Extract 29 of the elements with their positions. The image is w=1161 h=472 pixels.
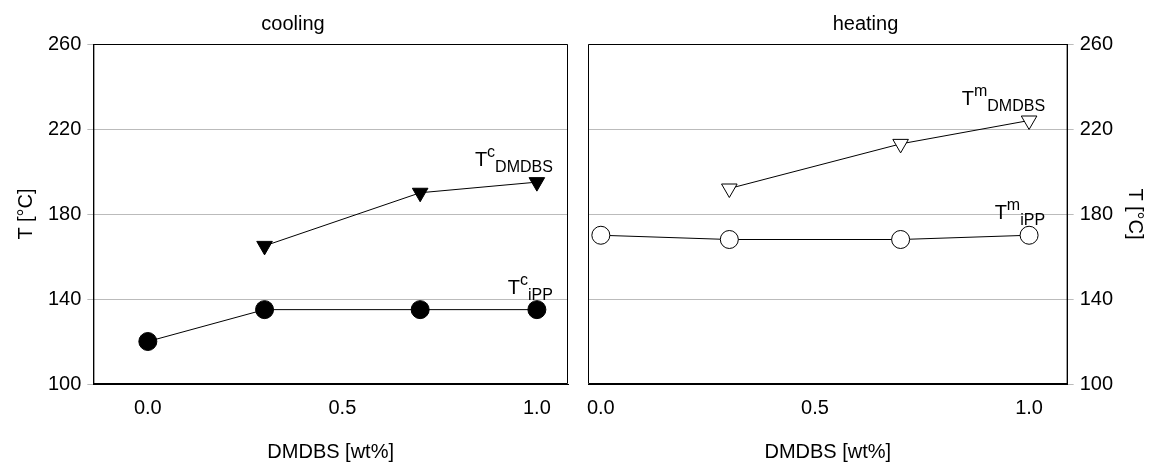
point: [721, 183, 738, 198]
x-axis-title: DMDBS [wt%]: [764, 439, 892, 462]
y-axis-title: T [°C]: [13, 188, 36, 240]
chart-title: heating: [832, 11, 899, 34]
y-axis-title: T [°C]: [1125, 188, 1148, 240]
x-tick-label: 0.0: [133, 395, 162, 418]
x-tick-label: 0.5: [328, 395, 357, 418]
chart-title: cooling: [261, 11, 325, 34]
x-tick-label: 1.0: [522, 395, 551, 418]
x-tick-label: 0.0: [586, 395, 615, 418]
point: [719, 230, 739, 249]
x-axis-title: DMDBS [wt%]: [267, 439, 395, 462]
x-tick-label: 0.5: [801, 395, 829, 418]
x-tick-label: 1.0: [1015, 395, 1043, 418]
point: [591, 225, 611, 245]
y-tick-label: 220: [47, 116, 82, 139]
y-tick-label: 140: [1079, 286, 1114, 309]
point: [1020, 115, 1038, 130]
y-tick-label: 260: [47, 31, 82, 54]
y-tick-label: 100: [47, 371, 82, 394]
y-tick-label: 220: [1079, 116, 1114, 139]
point: [1019, 225, 1039, 245]
y-tick-label: 260: [1079, 31, 1114, 54]
y-tick-label: 180: [47, 201, 82, 224]
y-tick-label: 100: [1079, 371, 1114, 394]
y-tick-label: 180: [1079, 201, 1114, 224]
y-tick-label: 140: [47, 286, 82, 309]
point: [892, 138, 909, 154]
point: [891, 230, 911, 249]
